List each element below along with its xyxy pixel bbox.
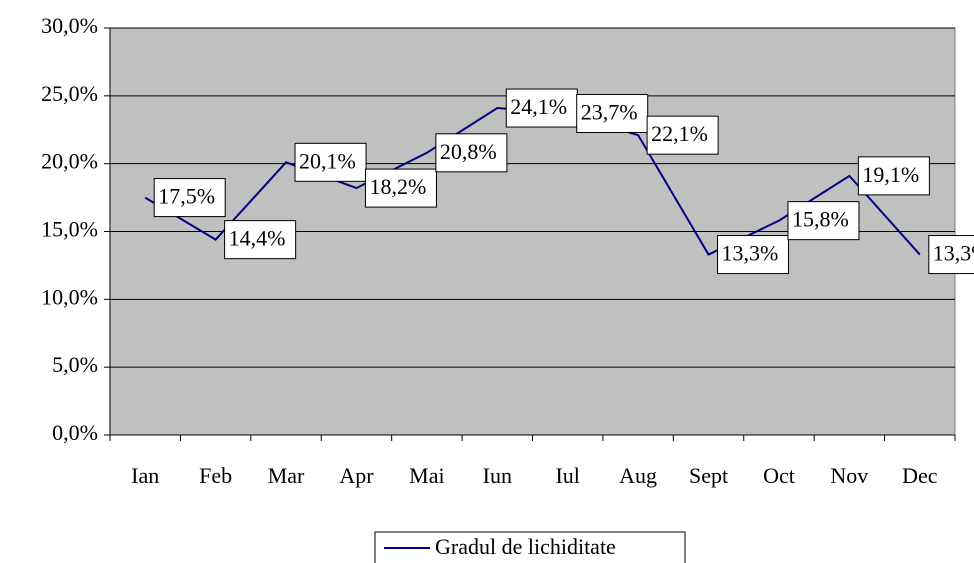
legend-label: Gradul de lichiditate	[435, 534, 616, 559]
x-tick-label: Ian	[131, 463, 159, 488]
data-label: 13,3%	[933, 241, 974, 266]
y-tick-label: 20,0%	[41, 149, 98, 174]
label-box	[153, 178, 226, 218]
label-box	[857, 156, 930, 196]
data-label: 13,3%	[722, 241, 779, 266]
data-label: 20,1%	[299, 148, 356, 173]
x-tick-label: Nov	[830, 463, 868, 488]
x-tick-label: Sept	[689, 463, 728, 488]
label-box	[224, 220, 297, 260]
label-box	[717, 235, 790, 275]
data-label: 17,5%	[158, 184, 215, 209]
data-label: 24,1%	[510, 94, 567, 119]
label-box	[787, 201, 860, 241]
label-box	[646, 115, 719, 155]
data-label: 22,1%	[651, 121, 708, 146]
x-tick-label: Aug	[619, 463, 657, 488]
x-tick-label: Feb	[199, 463, 232, 488]
x-tick-label: Apr	[339, 463, 374, 488]
data-label: 14,4%	[229, 226, 286, 251]
data-label: 20,8%	[440, 139, 497, 164]
y-tick-label: 30,0%	[41, 13, 98, 38]
label-box	[294, 142, 367, 182]
y-tick-label: 15,0%	[41, 217, 98, 242]
y-tick-label: 10,0%	[41, 284, 98, 309]
label-box	[505, 88, 578, 128]
data-label: 15,8%	[792, 207, 849, 232]
label-box	[928, 235, 974, 275]
x-tick-label: Mai	[409, 463, 444, 488]
label-box	[435, 133, 508, 173]
label-box	[364, 168, 437, 208]
label-box	[576, 93, 649, 133]
x-tick-label: Iul	[555, 463, 579, 488]
x-tick-label: Dec	[902, 463, 938, 488]
data-label: 19,1%	[862, 162, 919, 187]
data-label: 18,2%	[369, 174, 426, 199]
data-label: 23,7%	[581, 100, 638, 125]
y-tick-label: 5,0%	[52, 352, 98, 377]
y-tick-label: 0,0%	[52, 420, 98, 445]
x-tick-label: Mar	[268, 463, 305, 488]
x-tick-label: Oct	[763, 463, 795, 488]
x-tick-label: Iun	[483, 463, 512, 488]
y-tick-label: 25,0%	[41, 81, 98, 106]
